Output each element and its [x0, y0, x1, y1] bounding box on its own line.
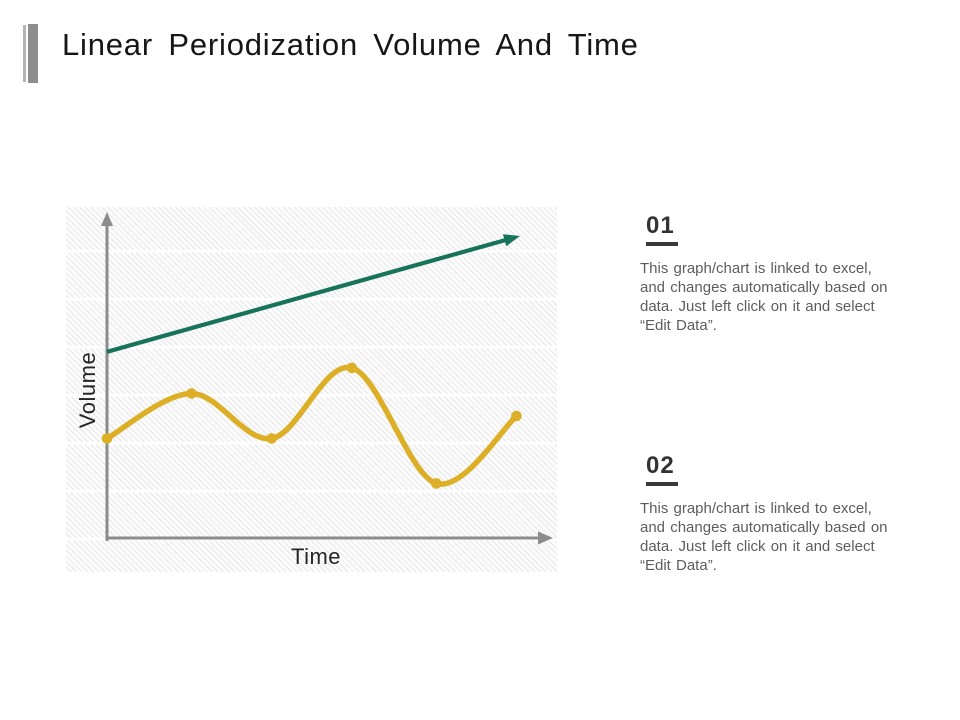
volume-marker: [266, 433, 277, 444]
note-01-number: 01: [646, 212, 678, 246]
note-02-body: This graph/chart is linked to excel, and…: [640, 500, 888, 574]
volume-marker: [186, 388, 197, 399]
note-01-number-wrap: 01: [646, 212, 896, 246]
volume-marker: [511, 410, 522, 422]
x-axis-arrow-icon: [538, 531, 553, 545]
volume-time-chart[interactable]: Volume Time: [66, 207, 557, 572]
title-accent-bar-dark: [28, 24, 38, 83]
note-section-02: 02 This graph/chart is linked to excel, …: [640, 452, 896, 575]
chart-plot-canvas: [101, 212, 553, 545]
note-02-number: 02: [646, 452, 678, 486]
page-title: Linear Periodization Volume And Time: [62, 27, 639, 62]
note-02-number-wrap: 02: [646, 452, 896, 486]
y-axis-label: Volume: [75, 351, 100, 429]
note-01-body: This graph/chart is linked to excel, and…: [640, 260, 888, 334]
note-section-01: 01 This graph/chart is linked to excel, …: [640, 212, 896, 335]
linear-trend-line: [106, 237, 509, 354]
trend-arrowhead-icon: [502, 234, 520, 247]
volume-marker: [101, 433, 113, 444]
x-axis-label: Time: [290, 544, 342, 569]
volume-marker: [346, 362, 358, 374]
volume-wave-markers: [101, 362, 522, 489]
y-axis-arrow-icon: [101, 212, 113, 226]
volume-wave-line: [104, 364, 520, 487]
title-accent-bar-light: [23, 25, 26, 82]
volume-marker: [431, 478, 442, 489]
